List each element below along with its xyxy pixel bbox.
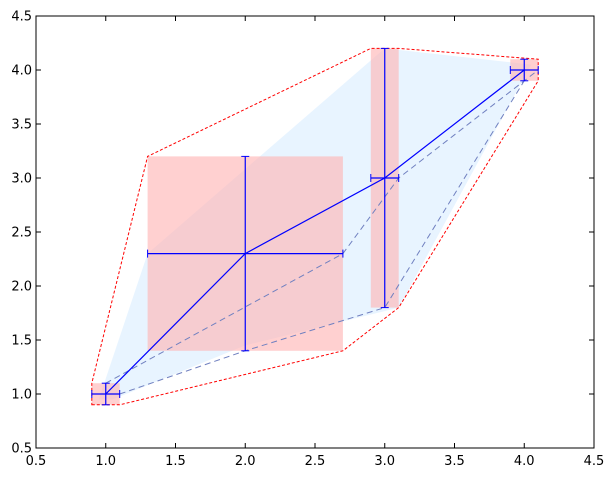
y-tick-label-2: 1.5 bbox=[11, 334, 32, 349]
x-tick-label-8: 4.5 bbox=[584, 454, 605, 469]
x-tick-label-6: 3.5 bbox=[444, 454, 465, 469]
x-tick-label-0: 0.5 bbox=[26, 454, 47, 469]
y-tick-label-0: 0.5 bbox=[11, 442, 32, 457]
bound-line-1 bbox=[105, 69, 539, 384]
x-tick-label-2: 1.5 bbox=[165, 454, 186, 469]
hull-outline bbox=[91, 47, 539, 406]
y-tick-label-1: 1.0 bbox=[11, 388, 32, 403]
x-tick-label-1: 1.0 bbox=[95, 454, 116, 469]
y-tick-label-5: 3.0 bbox=[11, 172, 32, 187]
x-tick-label-3: 2.0 bbox=[235, 454, 256, 469]
y-tick-label-8: 4.5 bbox=[11, 10, 32, 25]
series-line-layer bbox=[105, 69, 525, 395]
x-tick-label-7: 4.0 bbox=[514, 454, 535, 469]
y-tick-label-7: 4.0 bbox=[11, 64, 32, 79]
y-tick-label-4: 2.5 bbox=[11, 226, 32, 241]
x-ticks: 0.5 1.0 1.5 2.0 2.5 3.0 3.5 4.0 4.5 bbox=[26, 16, 605, 469]
bound-line-2 bbox=[119, 80, 525, 395]
x-tick-label-5: 3.0 bbox=[374, 454, 395, 469]
series-line bbox=[105, 69, 525, 395]
x-tick-label-4: 2.5 bbox=[305, 454, 326, 469]
y-tick-label-3: 2.0 bbox=[11, 280, 32, 295]
y-tick-label-6: 3.5 bbox=[11, 118, 32, 133]
hull-outline-layer bbox=[91, 47, 539, 406]
error-bar-layer bbox=[91, 47, 539, 406]
bound-lines-layer bbox=[105, 69, 539, 395]
y-ticks: 0.5 1.0 1.5 2.0 2.5 3.0 3.5 4.0 4.5 bbox=[11, 10, 594, 457]
